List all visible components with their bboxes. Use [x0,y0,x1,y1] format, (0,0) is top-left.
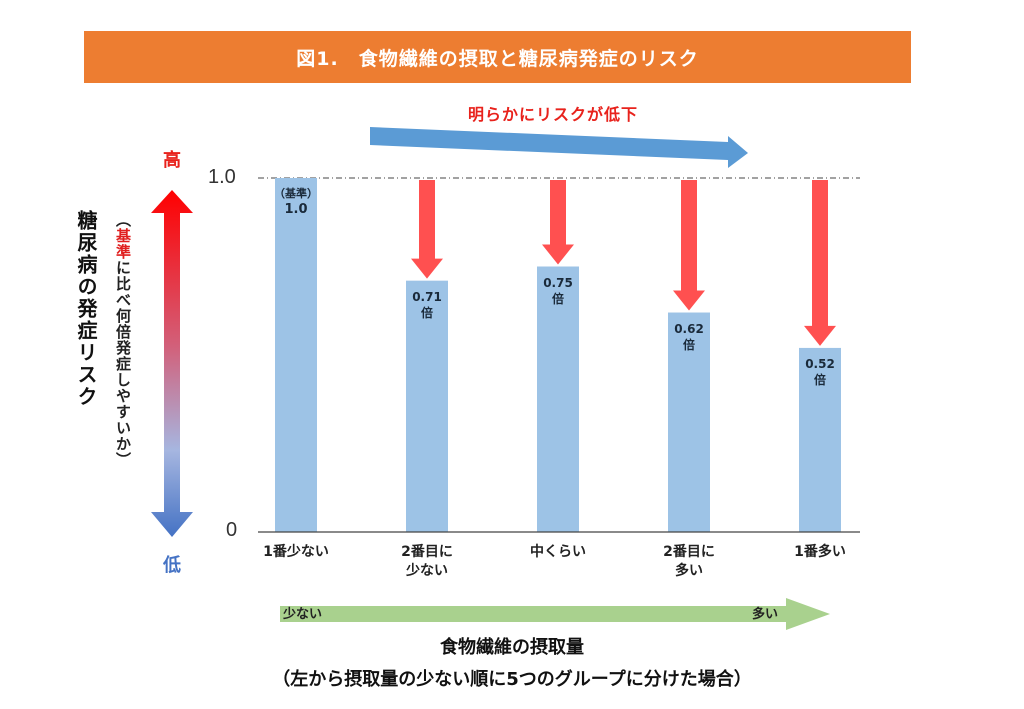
bar-data-label: 0.75 倍 [528,275,588,307]
x-tick-label-line: 2番目に [401,544,453,560]
x-axis-title: 食物繊維の摂取量 [440,637,584,658]
intake-arrow [280,598,830,630]
bar [668,312,710,532]
intake-arrow-shape [280,598,830,630]
bar [537,266,579,532]
trend-arrow-shape [370,127,748,168]
bar [275,178,317,532]
x-tick-label-line: 多い [675,563,703,579]
bar [406,280,448,532]
bar-data-label-line: 0.75 [543,275,573,290]
risk-scale-arrow-shape [151,190,193,537]
x-tick-label: 2番目に少ない [372,543,482,581]
x-tick-label: 2番目に多い [634,543,744,581]
bar-data-label: 0.62 倍 [659,321,719,353]
intake-arrow-low-label: 少ない [283,607,323,622]
bar-data-label: （基準） 1.0 [266,186,326,218]
bar-data-label-line: 0.52 [805,356,835,371]
x-tick-label-line: 中くらい [530,544,586,560]
x-tick-label-line: 1番多い [794,544,846,560]
x-tick-label: 1番多い [765,543,875,562]
x-tick-label-line: 少ない [406,563,448,579]
down-arrow [411,180,443,279]
risk-high-label: 高 [163,150,181,171]
bar-data-label-line: 0.71 [412,289,442,304]
bar-data-label-line: 倍 [420,305,433,320]
x-axis-note: （左から摂取量の少ない順に5つのグループに分けた場合） [272,669,752,690]
bar-data-label-line: 倍 [813,372,826,387]
down-arrow [804,180,836,346]
y-axis-subtitle: （基準に比べ何倍発症しやすいか） [113,212,134,468]
bar [799,347,841,532]
y-tick-label: 1.0 [208,166,236,188]
y-axis-title: 糖尿病の発症リスク [74,210,98,408]
bar-data-label-line: 1.0 [284,202,308,217]
bar-data-label-line: （基準） [274,187,318,200]
x-tick-label: 1番少ない [241,543,351,562]
bar-data-label: 0.71 倍 [397,289,457,321]
bar-data-label-line: 0.62 [674,321,704,336]
y-axis-subtitle-highlight: 基準 [114,228,132,260]
x-tick-label: 中くらい [503,543,613,562]
y-axis-subtitle-open: （ [114,212,132,228]
bar-data-label-line: 倍 [551,291,564,306]
bar-data-label: 0.52 倍 [790,356,850,388]
trend-annotation: 明らかにリスクが低下 [468,105,639,124]
y-tick-label: 0 [226,519,238,541]
x-tick-label-line: 2番目に [663,544,715,560]
risk-scale-arrow [151,190,193,537]
trend-arrow [370,127,748,168]
down-arrow [673,180,705,311]
intake-arrow-high-label: 多い [752,607,779,622]
x-tick-label-line: 1番少ない [263,544,329,560]
chart-title: 図1. 食物繊維の摂取と糖尿病発症のリスク [84,31,911,83]
y-axis-subtitle-rest: に比べ何倍発症しやすいか） [114,260,132,468]
bar-data-label-line: 倍 [682,337,695,352]
down-arrow [542,180,574,265]
risk-low-label: 低 [163,555,181,576]
